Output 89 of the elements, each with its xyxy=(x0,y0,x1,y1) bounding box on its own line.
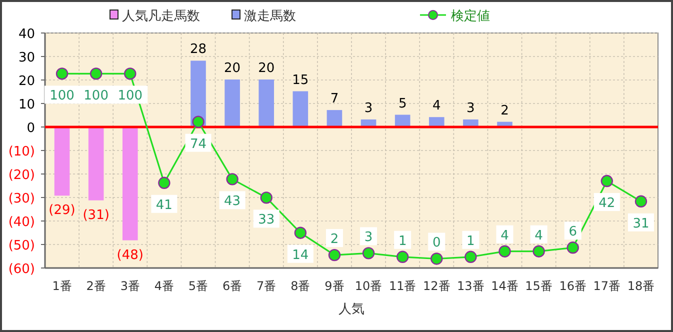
y-tick-label: 40 xyxy=(18,27,35,42)
x-tick-label: 1番 xyxy=(52,279,72,293)
point xyxy=(192,116,204,128)
y-tick-label: 20 xyxy=(18,74,35,89)
point xyxy=(294,226,307,239)
x-axis-title: 人気 xyxy=(338,302,364,317)
data-label: 2 xyxy=(500,103,509,118)
point xyxy=(600,174,614,188)
x-tick-label: 14番 xyxy=(491,279,518,293)
point xyxy=(362,247,375,260)
data-label: (31) xyxy=(82,208,110,223)
data-label: 2 xyxy=(330,232,339,248)
data-label: (29) xyxy=(48,203,76,218)
x-tick-label: 9番 xyxy=(324,279,344,293)
bar xyxy=(224,80,240,128)
data-label: 20 xyxy=(258,61,275,76)
bar xyxy=(292,91,308,128)
data-label: 0 xyxy=(432,236,441,251)
data-label: 74 xyxy=(190,136,207,152)
y-tick-label: (40) xyxy=(8,215,35,230)
data-label: (48) xyxy=(116,248,144,263)
bar xyxy=(326,110,342,128)
data-label: 41 xyxy=(156,198,172,213)
y-tick-label: (50) xyxy=(8,238,35,254)
point xyxy=(124,68,136,80)
y-tick-label: (30) xyxy=(8,192,35,206)
data-label: 4 xyxy=(500,228,509,244)
data-label: 43 xyxy=(224,194,241,210)
data-label: 3 xyxy=(364,230,373,246)
x-tick-label: 5番 xyxy=(188,279,208,293)
point xyxy=(158,176,170,189)
data-label: 4 xyxy=(432,98,441,114)
data-label: 33 xyxy=(258,212,275,228)
data-label: 31 xyxy=(632,216,650,232)
x-tick-label: 17番 xyxy=(593,279,621,293)
x-tick-label: 8番 xyxy=(290,279,310,293)
x-tick-label: 10番 xyxy=(354,279,382,293)
data-label: 3 xyxy=(466,100,475,116)
point xyxy=(226,173,238,186)
x-tick-label: 6番 xyxy=(222,279,242,293)
x-tick-label: 3番 xyxy=(120,279,140,293)
y-tick-label: 0 xyxy=(26,121,35,136)
legend-label: 検定値 xyxy=(451,9,490,24)
point xyxy=(56,68,68,80)
y-tick-label: (20) xyxy=(8,168,35,183)
x-tick-label: 2番 xyxy=(86,279,106,293)
x-tick-label: 7番 xyxy=(256,279,276,293)
point xyxy=(532,245,545,258)
data-label: 14 xyxy=(292,248,309,263)
data-label: 20 xyxy=(224,61,241,76)
y-tick-label: 10 xyxy=(18,98,35,112)
data-label: 100 xyxy=(50,88,74,104)
data-label: 1 xyxy=(466,234,475,249)
y-tick-label: 30 xyxy=(18,50,35,66)
x-tick-label: 18番 xyxy=(627,279,655,293)
x-tick-label: 15番 xyxy=(525,279,552,293)
point xyxy=(566,242,579,254)
bar xyxy=(88,126,104,200)
point xyxy=(464,250,477,263)
data-label: 5 xyxy=(398,96,407,112)
x-tick-label: 11番 xyxy=(388,279,416,293)
y-tick-label: (60) xyxy=(8,262,35,277)
data-label: 100 xyxy=(84,88,108,104)
x-tick-label: 13番 xyxy=(457,279,484,293)
bar xyxy=(122,126,138,240)
bar xyxy=(54,126,70,196)
point xyxy=(260,192,272,204)
data-label: 3 xyxy=(364,100,373,116)
x-tick-label: 16番 xyxy=(559,279,586,293)
data-label: 15 xyxy=(292,72,309,88)
y-tick-label: (10) xyxy=(8,144,35,160)
point xyxy=(90,68,102,80)
data-label: 6 xyxy=(568,224,577,240)
point xyxy=(634,195,648,208)
bar xyxy=(258,80,274,128)
legend-label: 激走馬数 xyxy=(244,9,296,24)
data-label: 42 xyxy=(598,196,616,212)
data-label: 28 xyxy=(190,42,207,58)
point xyxy=(430,252,443,265)
data-label: 100 xyxy=(118,88,143,104)
x-tick-label: 12番 xyxy=(423,279,450,293)
point xyxy=(498,245,511,258)
point xyxy=(328,248,341,262)
data-label: 7 xyxy=(330,92,339,107)
data-label: 4 xyxy=(534,228,543,244)
point xyxy=(396,250,409,263)
legend-label: 人気凡走馬数 xyxy=(122,9,200,24)
data-label: 1 xyxy=(398,234,407,249)
x-tick-label: 4番 xyxy=(154,279,174,293)
